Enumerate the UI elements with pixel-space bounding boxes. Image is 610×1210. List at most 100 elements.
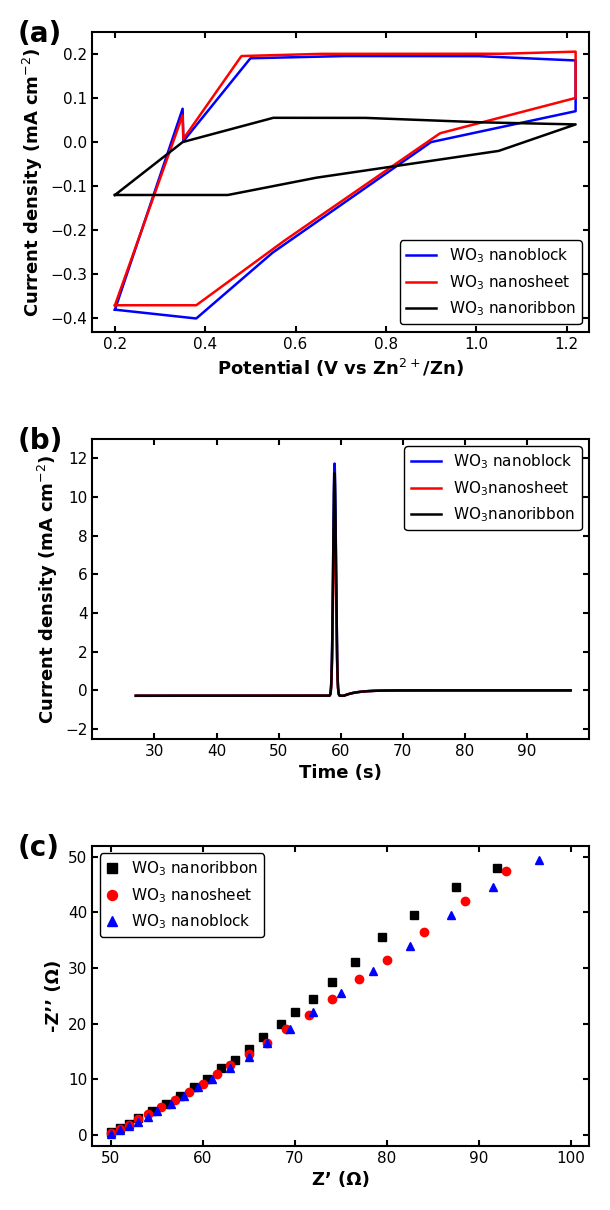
WO$_3$ nanoribbon: [417, 113, 425, 127]
WO$_3$ nanoblock: [126, 1119, 133, 1134]
WO$_3$ nanoribbon: [218, 1061, 225, 1076]
WO$_3$nanosheet: [318, 688, 325, 703]
WO$_3$ nanoblock: [299, 688, 306, 703]
WO$_3$ nanoribbon: [351, 955, 358, 969]
WO$_3$ nanoblock: [111, 302, 118, 317]
WO$_3$ nanoblock: [208, 1072, 215, 1087]
WO$_3$ nanosheet: [328, 991, 336, 1006]
WO$_3$ nanosheet: [158, 1100, 165, 1114]
WO$_3$ nanosheet: [185, 1084, 193, 1099]
WO$_3$nanosheet: [207, 688, 215, 703]
WO$_3$ nanoblock: [135, 1114, 142, 1129]
WO$_3$ nanoblock: [403, 48, 410, 63]
WO$_3$ nanosheet: [264, 1036, 271, 1050]
WO$_3$nanoribbon: [132, 688, 140, 703]
WO$_3$ nanosheet: [322, 47, 329, 62]
WO$_3$ nanoribbon: [126, 1117, 133, 1131]
WO$_3$nanoribbon: [567, 684, 574, 698]
WO$_3$ nanoribbon: [378, 930, 386, 945]
Text: (a): (a): [18, 19, 62, 48]
WO$_3$nanosheet: [567, 684, 574, 698]
WO$_3$ nanoblock: [107, 1127, 115, 1141]
WO$_3$ nanoribbon: [270, 110, 277, 125]
WO$_3$ nanoblock: [417, 48, 425, 63]
Line: WO$_3$ nanoblock: WO$_3$ nanoblock: [107, 855, 543, 1137]
WO$_3$ nanoribbon: [403, 113, 410, 127]
WO$_3$nanoribbon: [512, 684, 519, 698]
WO$_3$ nanoribbon: [323, 110, 330, 125]
Line: WO$_3$ nanoribbon: WO$_3$ nanoribbon: [115, 117, 576, 195]
WO$_3$ nanoblock: [567, 684, 574, 698]
WO$_3$ nanoblock: [117, 1123, 124, 1137]
X-axis label: Potential (V vs Zn$^{2+}$/Zn): Potential (V vs Zn$^{2+}$/Zn): [217, 357, 464, 379]
Line: WO$_3$ nanoblock: WO$_3$ nanoblock: [136, 463, 570, 696]
WO$_3$ nanoblock: [420, 139, 428, 154]
WO$_3$ nanoblock: [322, 50, 329, 64]
WO$_3$ nanoribbon: [453, 150, 461, 165]
WO$_3$ nanosheet: [305, 1008, 312, 1022]
WO$_3$ nanoblock: [144, 1110, 151, 1124]
WO$_3$ nanoribbon: [411, 908, 418, 922]
WO$_3$ nanoblock: [264, 1036, 271, 1050]
WO$_3$ nanosheet: [420, 924, 427, 939]
WO$_3$ nanoblock: [489, 880, 496, 894]
WO$_3$ nanosheet: [126, 1117, 133, 1131]
WO$_3$ nanoblock: [453, 129, 461, 144]
Line: WO$_3$ nanoblock: WO$_3$ nanoblock: [115, 56, 576, 318]
WO$_3$ nanosheet: [213, 1066, 220, 1081]
WO$_3$ nanoblock: [309, 1006, 317, 1020]
WO$_3$ nanoribbon: [176, 1089, 184, 1104]
WO$_3$ nanosheet: [503, 864, 510, 878]
WO$_3$ nanoribbon: [148, 1104, 156, 1118]
WO$_3$ nanoribbon: [309, 991, 317, 1006]
WO$_3$ nanosheet: [282, 1022, 289, 1037]
WO$_3$nanosheet: [512, 684, 519, 698]
WO$_3$ nanoribbon: [328, 974, 336, 989]
WO$_3$ nanosheet: [144, 1106, 151, 1120]
Legend: WO$_3$ nanoblock, WO$_3$nanosheet, WO$_3$nanoribbon: WO$_3$ nanoblock, WO$_3$nanosheet, WO$_3…: [404, 446, 581, 530]
WO$_3$ nanosheet: [420, 137, 428, 151]
WO$_3$ nanoribbon: [325, 168, 332, 183]
WO$_3$ nanoribbon: [493, 860, 501, 875]
Text: (b): (b): [18, 427, 63, 455]
WO$_3$ nanoribbon: [111, 188, 118, 202]
WO$_3$nanosheet: [331, 505, 338, 519]
WO$_3$ nanoblock: [337, 986, 345, 1001]
Line: WO$_3$ nanoribbon: WO$_3$ nanoribbon: [107, 864, 501, 1136]
WO$_3$ nanoblock: [227, 1061, 234, 1076]
WO$_3$nanoribbon: [207, 688, 215, 703]
WO$_3$ nanosheet: [107, 1125, 115, 1140]
Line: WO$_3$nanosheet: WO$_3$nanosheet: [136, 512, 570, 696]
WO$_3$ nanoribbon: [420, 155, 428, 169]
WO$_3$ nanoblock: [111, 302, 118, 317]
WO$_3$ nanoribbon: [117, 1120, 124, 1135]
WO$_3$ nanoblock: [406, 939, 414, 953]
WO$_3$ nanosheet: [383, 952, 390, 967]
WO$_3$ nanosheet: [461, 894, 468, 909]
WO$_3$ nanoblock: [535, 853, 542, 868]
WO$_3$ nanosheet: [453, 121, 461, 136]
Y-axis label: Current density (mA cm$^{-2}$): Current density (mA cm$^{-2}$): [21, 47, 45, 317]
WO$_3$ nanosheet: [417, 47, 424, 62]
WO$_3$nanoribbon: [299, 688, 306, 703]
WO$_3$ nanoblock: [325, 206, 332, 220]
WO$_3$ nanosheet: [111, 298, 118, 312]
WO$_3$ nanoribbon: [111, 188, 118, 202]
WO$_3$ nanosheet: [402, 47, 409, 62]
WO$_3$ nanoribbon: [231, 1053, 239, 1067]
WO$_3$nanoribbon: [182, 688, 189, 703]
WO$_3$ nanoblock: [207, 688, 215, 703]
WO$_3$ nanosheet: [227, 1058, 234, 1072]
WO$_3$ nanosheet: [199, 1076, 206, 1090]
WO$_3$ nanosheet: [572, 45, 580, 59]
Y-axis label: Current density (mA cm$^{-2}$): Current density (mA cm$^{-2}$): [35, 454, 60, 724]
WO$_3$ nanoblock: [182, 688, 189, 703]
WO$_3$ nanoblock: [195, 1081, 202, 1095]
WO$_3$ nanoblock: [331, 456, 338, 471]
WO$_3$nanosheet: [182, 688, 189, 703]
WO$_3$nanoribbon: [559, 684, 566, 698]
WO$_3$ nanoribbon: [278, 1016, 285, 1031]
WO$_3$nanosheet: [132, 688, 140, 703]
WO$_3$ nanosheet: [356, 972, 363, 986]
WO$_3$ nanosheet: [117, 1122, 124, 1136]
